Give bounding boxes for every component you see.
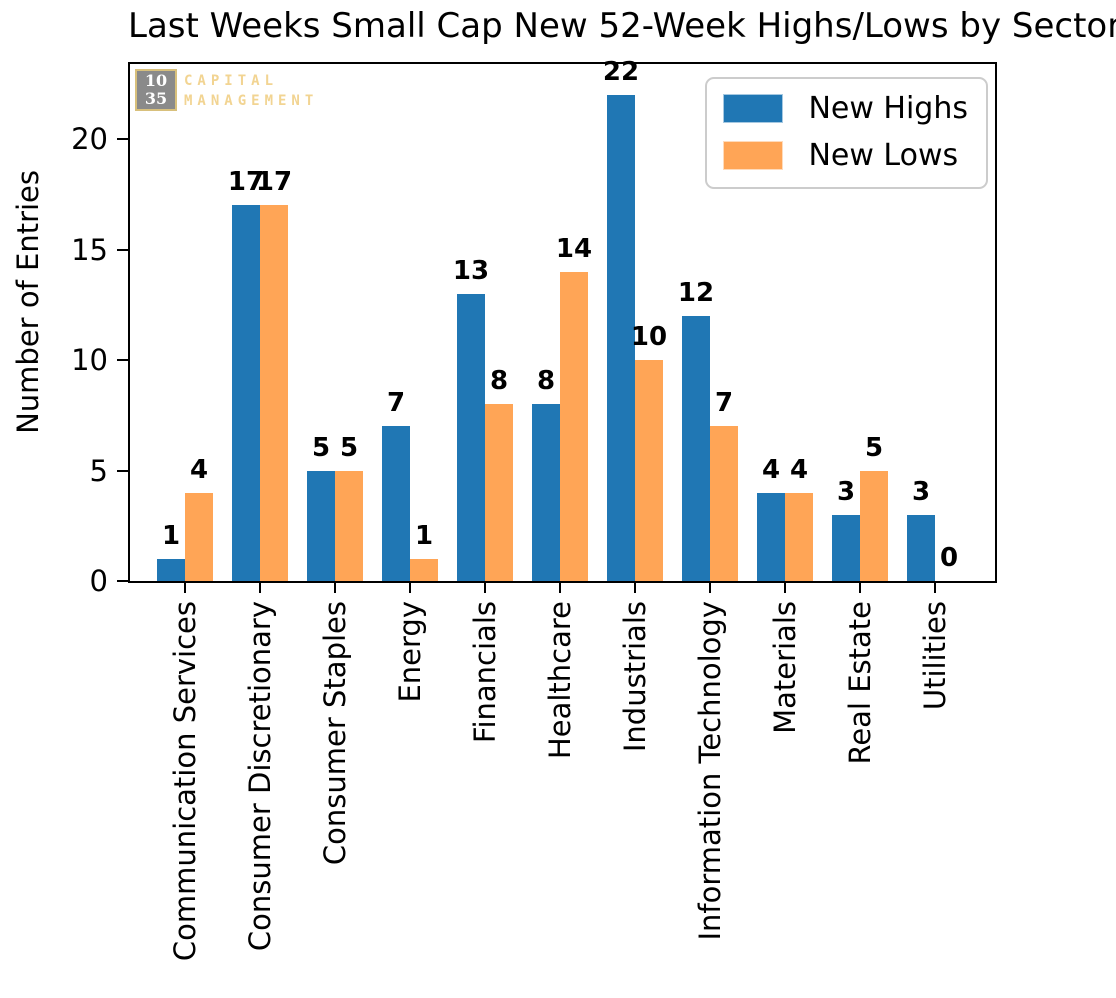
x-tick-label-information-technology: Information Technology	[693, 601, 727, 941]
bar-new-highs-healthcare	[532, 404, 560, 581]
bar-value-label: 4	[789, 454, 809, 485]
bar-value-label: 12	[677, 277, 715, 308]
bar-value-label: 13	[452, 255, 490, 286]
x-tick-label-energy: Energy	[393, 601, 427, 703]
bar-new-lows-information-technology	[710, 426, 738, 581]
y-tick-label: 0	[89, 564, 108, 598]
y-tick-mark	[117, 248, 128, 251]
y-tick-label: 15	[71, 232, 108, 267]
bar-new-lows-consumer-staples	[335, 470, 363, 581]
y-tick-mark	[117, 580, 128, 582]
bar-new-highs-materials	[757, 492, 785, 581]
x-tick-mark	[334, 583, 336, 593]
bar-new-lows-industrials	[635, 360, 663, 581]
bar-value-label: 0	[939, 543, 959, 573]
x-tick-mark	[559, 583, 561, 593]
bar-new-lows-consumer-discretionary	[260, 205, 288, 581]
x-tick-mark	[934, 583, 936, 593]
x-tick-label-real-estate: Real Estate	[843, 601, 877, 765]
bar-value-label: 8	[489, 366, 509, 397]
logo-number-bottom: 35	[144, 89, 168, 108]
bar-value-label: 5	[864, 432, 884, 463]
bar-new-highs-consumer-discretionary	[232, 205, 260, 581]
bar-new-highs-information-technology	[682, 315, 710, 581]
x-tick-label-industrials: Industrials	[618, 601, 652, 753]
bar-value-label: 14	[555, 233, 593, 264]
bar-value-label: 7	[386, 388, 406, 419]
x-tick-label-utilities: Utilities	[918, 601, 952, 711]
legend-swatch-icon	[723, 141, 784, 170]
y-tick-mark	[117, 359, 128, 362]
x-tick-mark	[709, 583, 711, 593]
bar-new-lows-financials	[485, 404, 513, 581]
plot-area: 10 35 CAPITAL MANAGEMENT 1 17 5 7 13 8 22 12 4 3 3…	[128, 57, 997, 583]
bar-new-highs-consumer-staples	[307, 470, 335, 581]
bar-value-label: 7	[714, 388, 734, 419]
legend-label: New Highs	[808, 91, 968, 126]
bar-new-lows-communication-services	[185, 492, 213, 581]
bar-value-label: 10	[630, 322, 668, 353]
x-tick-label-healthcare: Healthcare	[543, 601, 577, 760]
y-tick-mark	[117, 138, 128, 141]
logo-wordmark-line1: CAPITAL	[184, 73, 279, 89]
x-tick-label-consumer-staples: Consumer Staples	[318, 601, 352, 866]
x-tick-mark	[184, 583, 186, 593]
bar-new-highs-communication-services	[157, 558, 185, 581]
legend-item-new-highs: New Highs	[723, 92, 968, 125]
x-tick-mark	[859, 583, 861, 593]
legend-swatch-icon	[723, 94, 784, 123]
bar-new-lows-healthcare	[560, 271, 588, 581]
bar-new-lows-materials	[785, 492, 813, 581]
bar-new-highs-real-estate	[832, 514, 860, 581]
bar-value-label: 5	[311, 432, 331, 463]
x-tick-label-materials: Materials	[768, 601, 802, 734]
y-tick-label: 20	[71, 122, 108, 157]
x-tick-mark	[484, 583, 486, 593]
bar-value-label: 17	[255, 167, 293, 198]
bar-value-label: 1	[161, 520, 181, 551]
x-tick-mark	[784, 583, 786, 593]
bar-new-highs-financials	[457, 293, 485, 581]
y-axis-label: Number of Entries	[11, 170, 45, 434]
logo-wordmark-line2: MANAGEMENT	[184, 93, 319, 109]
x-tick-label-consumer-discretionary: Consumer Discretionary	[243, 601, 277, 952]
x-tick-mark	[634, 583, 636, 593]
bar-value-label: 8	[536, 366, 556, 397]
bar-value-label: 3	[836, 476, 856, 507]
bar-value-label: 1	[414, 520, 434, 551]
y-tick-label: 10	[71, 343, 108, 378]
bar-new-lows-energy	[410, 558, 438, 581]
legend-item-new-lows: New Lows	[723, 139, 968, 172]
logo: 10 35 CAPITAL MANAGEMENT	[135, 69, 318, 111]
y-tick-label: 5	[89, 453, 108, 488]
bar-new-lows-real-estate	[860, 470, 888, 581]
chart-title: Last Weeks Small Cap New 52-Week Highs/L…	[128, 6, 1116, 46]
x-tick-mark	[409, 583, 411, 593]
logo-number-top: 10	[144, 71, 168, 90]
logo-badge: 10 35	[135, 69, 177, 111]
bar-value-label: 4	[761, 454, 781, 485]
y-tick-mark	[117, 469, 128, 472]
logo-wordmark: CAPITAL MANAGEMENT	[184, 71, 318, 111]
bar-value-label: 4	[189, 454, 209, 485]
bar-new-highs-energy	[382, 426, 410, 581]
bar-new-highs-industrials	[607, 94, 635, 581]
bar-value-label: 17	[227, 167, 265, 198]
legend: New Highs New Lows	[705, 77, 988, 189]
x-tick-mark	[259, 583, 261, 593]
bar-value-label: 5	[339, 432, 359, 463]
bar-value-label: 3	[911, 476, 931, 507]
bar-value-label: 22	[602, 56, 640, 87]
x-tick-label-financials: Financials	[468, 601, 502, 744]
bar-new-highs-utilities	[907, 514, 935, 581]
legend-label: New Lows	[808, 138, 959, 173]
x-tick-label-communication-services: Communication Services	[168, 601, 202, 962]
